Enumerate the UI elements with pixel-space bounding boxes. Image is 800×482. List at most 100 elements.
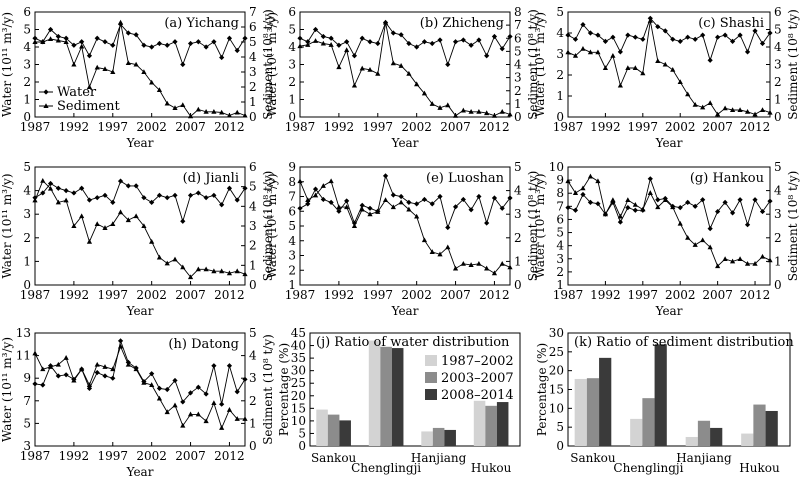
x-tick-label: 1987: [285, 288, 316, 302]
x-tick-label: 2007: [702, 288, 733, 302]
sediment-point: [565, 178, 571, 184]
water-point: [297, 205, 303, 211]
sediment-point: [692, 101, 698, 107]
water-point: [336, 208, 342, 214]
water-point: [219, 54, 225, 61]
sediment-point: [203, 266, 209, 272]
sediment-point: [133, 61, 139, 67]
sediment-point: [79, 43, 85, 49]
water-point: [117, 338, 124, 344]
series-line-sediment: [299, 180, 511, 274]
water-point: [63, 372, 69, 378]
y-tick-label: 20: [291, 389, 306, 403]
bar-hanjiang-1: [432, 427, 445, 446]
x-tick-label: 2007: [175, 449, 206, 463]
y-tick-label: 4: [288, 40, 296, 54]
sediment-point: [63, 355, 69, 360]
water-point: [55, 185, 61, 191]
y2-tick-label: 6: [774, 5, 782, 19]
sediment-point: [203, 108, 209, 114]
y2-tick-label: 7: [514, 18, 522, 32]
water-point: [133, 183, 139, 189]
water-point: [312, 26, 319, 33]
y-tick-label: 2: [288, 263, 296, 277]
water-point: [172, 192, 178, 198]
sediment-point: [685, 91, 691, 97]
water-point: [63, 35, 69, 41]
sediment-point: [700, 104, 706, 110]
water-point: [125, 183, 131, 189]
y-tick-label: 3: [23, 58, 31, 72]
sediment-point: [655, 58, 661, 63]
sediment-point: [94, 64, 100, 70]
water-point: [429, 201, 435, 207]
water-point: [226, 35, 233, 41]
sediment-point: [655, 204, 661, 210]
y-tick-label: 6: [23, 5, 31, 19]
sediment-point: [429, 101, 435, 106]
water-point: [647, 176, 653, 182]
panel-title: (k) Ratio of sediment distribution: [574, 335, 794, 350]
sediment-point: [102, 364, 108, 369]
water-point: [662, 28, 668, 34]
y2-tick-label: 0: [774, 110, 782, 124]
x-axis-title: Year: [391, 304, 419, 318]
x-tick-label: 2007: [440, 120, 471, 134]
water-point: [752, 197, 758, 203]
sediment-point: [71, 377, 77, 383]
y-tick-label: 3: [23, 207, 31, 221]
sediment-point: [195, 106, 201, 112]
x-tick-label: 1987: [20, 288, 51, 302]
y2-axis-title: Sediment (10⁸ t/y): [786, 9, 800, 120]
y-tick-label: 6: [288, 5, 296, 19]
y-tick-label: 0: [288, 110, 296, 124]
y2-tick-label: 7: [249, 5, 257, 19]
water-point: [164, 386, 170, 393]
sediment-point: [156, 395, 163, 401]
sediment-point: [149, 79, 155, 85]
water-point: [102, 192, 108, 198]
sediment-point: [203, 418, 209, 424]
sediment-point: [211, 108, 217, 114]
x-tick-label: 1997: [363, 120, 394, 134]
sediment-point: [219, 425, 225, 430]
sediment-point: [445, 102, 451, 108]
water-point: [32, 381, 38, 387]
sediment-point: [752, 260, 758, 266]
x-tick-label: 1987: [553, 120, 584, 134]
sediment-point: [617, 213, 623, 219]
water-point: [484, 220, 490, 226]
bar-hukou-0: [741, 433, 754, 446]
sediment-point: [572, 52, 579, 58]
y2-axis-title: Sediment (10⁸ t/y): [526, 171, 540, 282]
sediment-point: [468, 108, 474, 114]
y-tick-label: 9: [556, 173, 564, 187]
sediment-point: [375, 209, 381, 214]
sediment-point: [297, 178, 303, 184]
x-tick-label: 2012: [214, 449, 245, 463]
sediment-point: [125, 361, 131, 367]
sediment-point: [351, 223, 358, 228]
water-point: [211, 363, 217, 369]
x-tick-label: 1992: [590, 120, 621, 134]
sediment-point: [94, 361, 100, 367]
sediment-point: [242, 112, 248, 118]
sediment-point: [234, 268, 240, 274]
sediment-point: [141, 379, 147, 385]
water-point: [149, 199, 155, 205]
bar-hanjiang-2: [444, 429, 456, 446]
sediment-point: [468, 262, 474, 267]
sediment-point: [110, 221, 116, 227]
y-tick-label: 10: [291, 414, 306, 428]
sediment-point: [491, 270, 498, 276]
sediment-point: [32, 197, 38, 203]
water-point: [110, 375, 116, 381]
x-tick-label: 2002: [136, 449, 167, 463]
panel-title: (a) Yichang: [164, 16, 239, 31]
water-point: [71, 42, 77, 48]
water-point: [414, 44, 420, 50]
y2-tick-label: 4: [249, 199, 257, 213]
x-tick-label: 2002: [665, 288, 696, 302]
